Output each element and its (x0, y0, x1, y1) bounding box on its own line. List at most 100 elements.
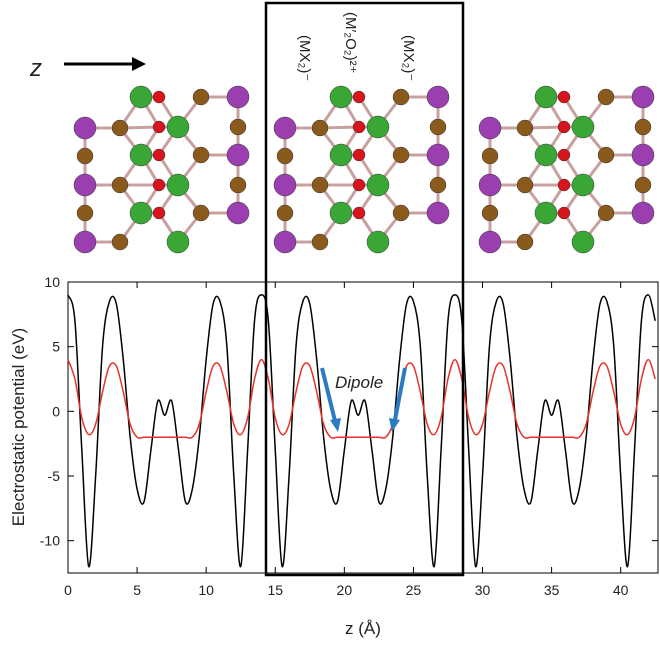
atom (634, 176, 652, 194)
atom (73, 173, 97, 197)
atom (273, 116, 297, 140)
atom (557, 120, 571, 134)
atom (631, 143, 655, 167)
atom (429, 118, 447, 136)
atom (352, 206, 366, 220)
y-tick-label: 0 (52, 403, 60, 419)
unit-cell-box (264, 1, 465, 577)
atom (311, 119, 329, 137)
atom (478, 116, 502, 140)
dipole-arrowhead (330, 418, 341, 432)
dipole-arrowhead (389, 418, 400, 432)
layer-label: (M′₂O₂)²⁺ (342, 12, 359, 74)
atom (152, 90, 166, 104)
atom (571, 115, 595, 139)
atom (152, 178, 166, 192)
plot-area: -10 -5 0 5 10 0 5 10 15 20 25 30 35 40 (40, 274, 658, 598)
atom (73, 230, 97, 254)
atom (597, 204, 615, 222)
atom (73, 116, 97, 140)
atom (597, 88, 615, 106)
atom (352, 120, 366, 134)
atom (571, 173, 595, 197)
dipole-arrow (392, 367, 407, 426)
y-axis-label: Electrostatic potential (eV) (9, 328, 28, 526)
atom (152, 120, 166, 134)
atom (273, 230, 297, 254)
x-tick-label: 25 (406, 582, 422, 598)
atom (329, 201, 353, 225)
atom (478, 230, 502, 254)
atom (273, 173, 297, 197)
atom (129, 201, 153, 225)
atom (329, 85, 353, 109)
atom (152, 148, 166, 162)
x-tick-label: 20 (337, 582, 353, 598)
atom (111, 119, 129, 137)
atom (129, 85, 153, 109)
y-tick-label: -10 (40, 533, 60, 549)
x-tick-label: 0 (64, 582, 72, 598)
atom (392, 88, 410, 106)
x-tick-label: 35 (544, 582, 560, 598)
atom (226, 201, 250, 225)
atom (129, 143, 153, 167)
atom (166, 230, 190, 254)
direction-arrowhead (132, 57, 146, 71)
atom (516, 176, 534, 194)
atom (429, 176, 447, 194)
x-axis-label: z (Å) (345, 619, 381, 638)
atom (392, 204, 410, 222)
x-tick-label: 15 (267, 582, 283, 598)
dipole-arrow (320, 367, 338, 426)
atom (557, 178, 571, 192)
atom (111, 176, 129, 194)
atom (276, 204, 294, 222)
atom (631, 85, 655, 109)
atom (557, 148, 571, 162)
atom (392, 146, 410, 164)
atom (352, 178, 366, 192)
atom (426, 143, 450, 167)
x-tick-label: 40 (613, 582, 629, 598)
atom (557, 90, 571, 104)
atom (366, 173, 390, 197)
atom (366, 230, 390, 254)
atom (366, 115, 390, 139)
atom (352, 90, 366, 104)
y-tick-label: -5 (48, 468, 61, 484)
x-tick-label: 5 (133, 582, 141, 598)
atom (276, 147, 294, 165)
x-tick-label: 10 (198, 582, 214, 598)
atom (534, 143, 558, 167)
layer-label: (MX₂)⁻ (400, 35, 417, 81)
atom (229, 118, 247, 136)
atom (557, 206, 571, 220)
atom (152, 206, 166, 220)
atom (311, 176, 329, 194)
atom (111, 233, 129, 251)
atom (226, 143, 250, 167)
atom (76, 147, 94, 165)
atom (481, 147, 499, 165)
atom (192, 146, 210, 164)
annotation: Dipole (335, 373, 383, 392)
direction-label: z (29, 55, 42, 82)
atom (597, 146, 615, 164)
atom (166, 115, 190, 139)
atom (192, 88, 210, 106)
atom (352, 148, 366, 162)
atom (571, 230, 595, 254)
atom (478, 173, 502, 197)
layer-label: (MX₂)⁻ (296, 35, 313, 81)
atom (166, 173, 190, 197)
atom (311, 233, 329, 251)
atom (426, 85, 450, 109)
atom (226, 85, 250, 109)
atom (534, 85, 558, 109)
atom (516, 233, 534, 251)
potential-curve (67, 294, 656, 568)
atom (516, 119, 534, 137)
x-tick-label: 30 (475, 582, 491, 598)
